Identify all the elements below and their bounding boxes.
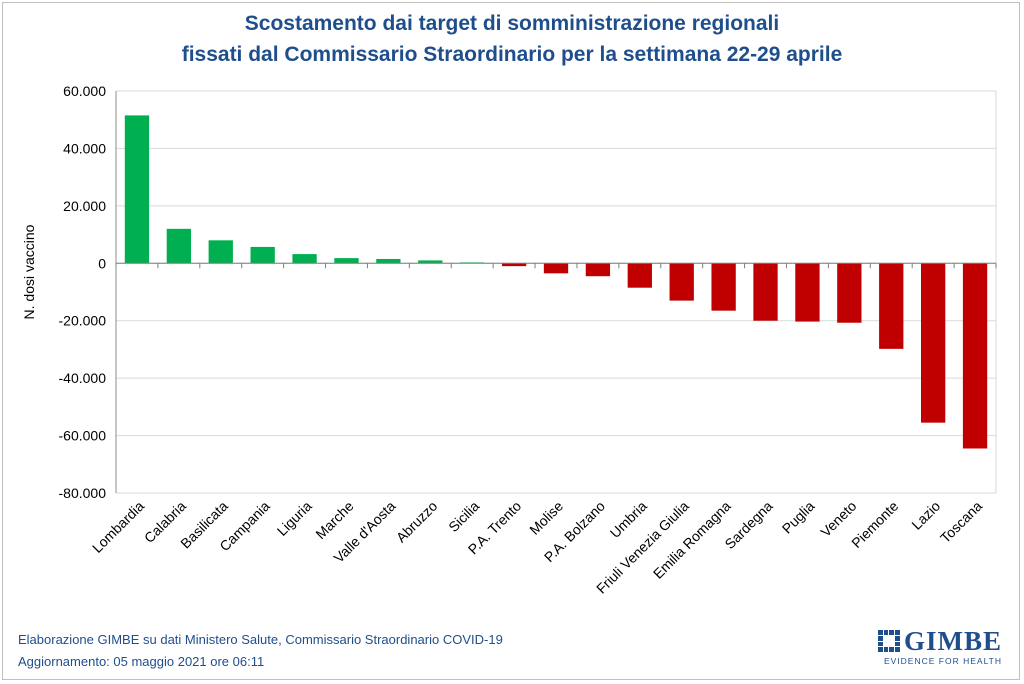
- y-tick-label: 60.000: [63, 83, 106, 99]
- bar: [124, 115, 150, 264]
- x-tick-label: Piemonte: [848, 498, 901, 551]
- x-tick-label: Puglia: [779, 498, 818, 537]
- bar: [753, 263, 778, 321]
- x-tick-label: Abruzzo: [393, 498, 441, 546]
- bar: [292, 254, 317, 264]
- y-tick-label: -60.000: [59, 428, 107, 444]
- x-tick-label: Toscana: [937, 498, 985, 546]
- bar: [962, 263, 988, 449]
- logo-name: GIMBE: [903, 626, 1002, 656]
- x-tick-label: Lazio: [908, 498, 943, 533]
- y-tick-label: 40.000: [63, 140, 106, 156]
- bar: [250, 246, 275, 264]
- bar: [879, 263, 904, 349]
- bar: [795, 263, 820, 322]
- bar: [208, 240, 233, 264]
- update-note: Aggiornamento: 05 maggio 2021 ore 06:11: [18, 654, 265, 669]
- bar: [376, 258, 401, 264]
- bar: [669, 263, 694, 301]
- bar: [920, 263, 946, 423]
- bar: [334, 258, 359, 264]
- logo-grid-icon: [878, 630, 900, 652]
- x-tick-label: Sicilia: [445, 498, 482, 535]
- y-tick-label: 0: [98, 255, 106, 271]
- x-tick-label: Molise: [526, 498, 566, 538]
- chart-title: Scostamento dai target di somministrazio…: [0, 8, 1024, 70]
- title-line-2: fissati dal Commissario Straordinario pe…: [181, 43, 843, 66]
- title-line-1: Scostamento dai target di somministrazio…: [244, 12, 780, 35]
- gimbe-logo: GIMBE EVIDENCE FOR HEALTH: [878, 628, 1002, 668]
- bar: [543, 263, 569, 274]
- x-tick-label: Liguria: [274, 498, 315, 539]
- bar: [585, 263, 611, 277]
- y-axis-label: N. dosi vaccino: [21, 224, 37, 319]
- y-tick-label: -40.000: [59, 370, 107, 386]
- bar: [627, 263, 652, 288]
- logo-tagline: EVIDENCE FOR HEALTH: [883, 656, 1002, 666]
- y-tick-label: -20.000: [59, 313, 107, 329]
- bar: [711, 263, 736, 311]
- x-tick-label: Lombardia: [89, 498, 147, 556]
- bar: [418, 260, 443, 264]
- bar: [501, 263, 527, 267]
- y-tick-label: -80.000: [59, 485, 107, 501]
- bar: [166, 228, 192, 264]
- source-note: Elaborazione GIMBE su dati Ministero Sal…: [18, 632, 503, 647]
- y-tick-label: 20.000: [63, 198, 106, 214]
- bar: [837, 263, 862, 323]
